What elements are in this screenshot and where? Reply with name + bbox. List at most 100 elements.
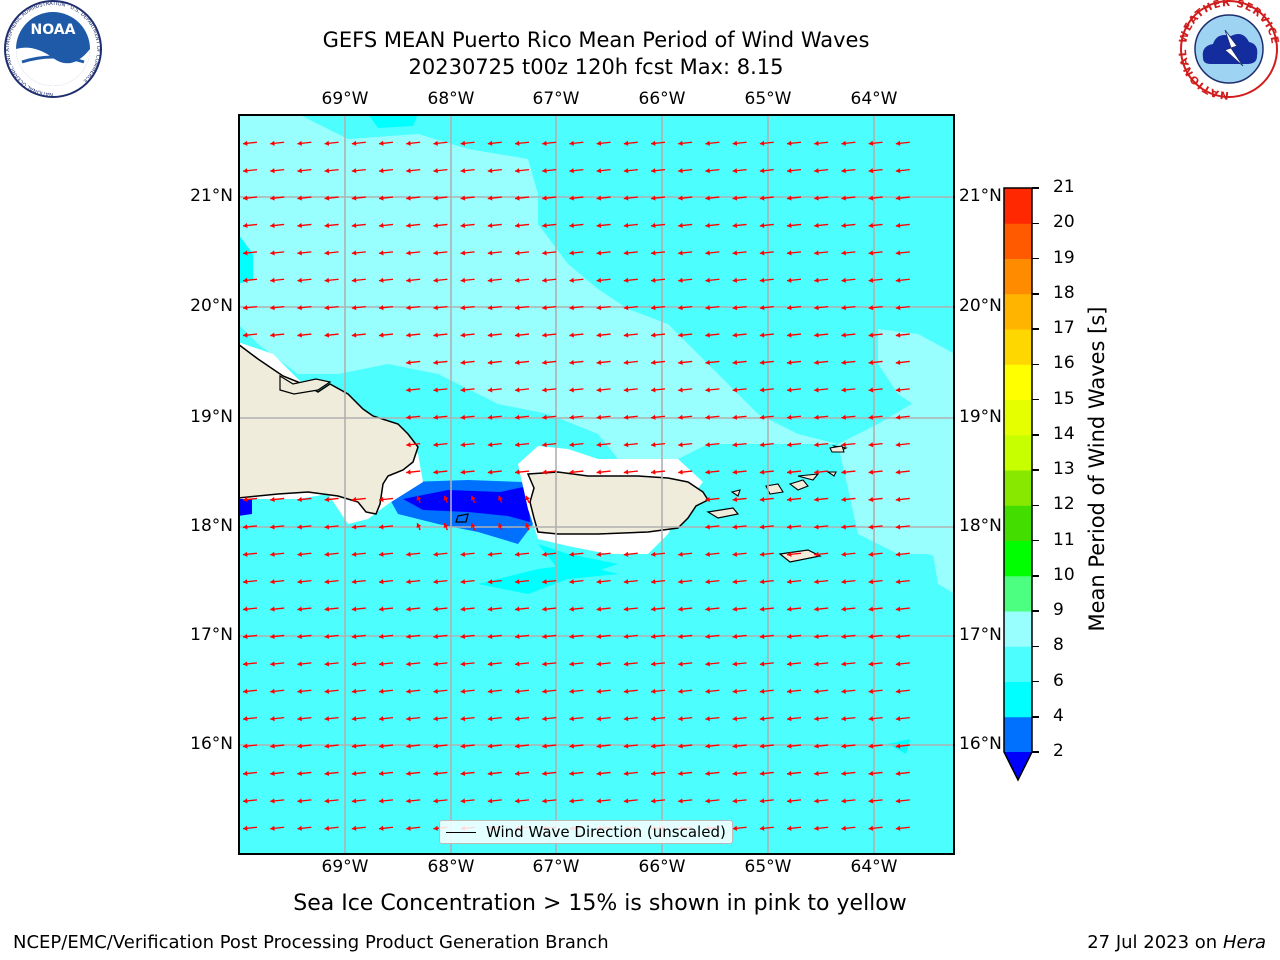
wind-arrow — [324, 606, 339, 612]
wind-arrow — [678, 688, 693, 694]
wind-arrow — [895, 168, 910, 174]
wind-arrow — [297, 825, 312, 831]
wind-arrow — [596, 442, 611, 448]
wind-arrow — [786, 277, 802, 283]
wind-arrow — [868, 277, 883, 283]
map-frame — [238, 114, 955, 855]
wind-arrow — [868, 387, 883, 393]
wind-arrow — [433, 661, 448, 667]
wind-arrow — [678, 222, 693, 229]
wind-arrow — [786, 496, 802, 503]
wind-arrow — [841, 825, 856, 831]
wind-arrow — [514, 798, 530, 804]
wind-arrow — [732, 359, 747, 366]
map-legend: Wind Wave Direction (unscaled) — [439, 820, 733, 844]
wind-arrow — [270, 524, 285, 530]
footer-date: 27 Jul 2023 on — [1087, 932, 1223, 953]
wind-arrow — [732, 743, 747, 749]
wind-arrow — [542, 716, 557, 722]
wind-arrow — [514, 633, 530, 640]
wind-arrow — [406, 661, 421, 667]
wind-arrow — [650, 195, 666, 201]
wind-arrow — [242, 633, 258, 640]
land-puerto-rico — [526, 471, 710, 535]
wind-arrow — [705, 140, 720, 146]
wind-arrow — [406, 770, 421, 777]
wind-arrow — [542, 661, 557, 667]
wind-arrow — [759, 633, 774, 640]
wind-arrow — [433, 770, 448, 777]
wind-arrow — [324, 716, 339, 722]
wind-arrow — [378, 798, 394, 804]
wind-arrow — [297, 743, 312, 749]
colorbar-tick-mark — [1032, 222, 1039, 224]
colorbar-tick-mark — [1032, 187, 1039, 189]
wind-arrow — [732, 524, 747, 530]
wind-arrow — [705, 661, 720, 667]
wind-arrow — [433, 222, 448, 229]
wind-arrow — [487, 579, 502, 585]
wind-arrow — [406, 195, 421, 201]
wind-arrow — [324, 798, 339, 804]
wind-arrow — [351, 661, 366, 667]
wind-arrow — [242, 195, 258, 201]
wind-arrow — [406, 579, 421, 585]
wind-arrow — [270, 496, 285, 503]
wind-arrow — [324, 770, 339, 777]
wind-arrow — [433, 250, 448, 256]
wind-arrow — [705, 442, 720, 448]
wind-arrow — [242, 332, 258, 338]
wind-arrow — [270, 551, 285, 557]
wind-arrow — [868, 332, 883, 338]
wind-arrow — [596, 387, 611, 393]
wind-arrow — [868, 305, 883, 311]
wind-arrow — [786, 250, 802, 256]
wind-arrow — [650, 359, 666, 366]
wind-arrow — [487, 387, 502, 393]
wind-arrow — [596, 633, 611, 640]
wind-arrow — [378, 770, 394, 777]
wind-arrow — [841, 195, 856, 201]
colorbar-segment — [1004, 505, 1032, 541]
footer-host: Hera — [1222, 932, 1266, 953]
wind-arrow — [351, 606, 366, 612]
wind-arrow — [487, 469, 502, 475]
wind-arrow — [406, 743, 421, 749]
wind-arrow — [814, 305, 829, 311]
wind-arrow — [786, 606, 802, 612]
wind-arrow — [324, 277, 339, 283]
wind-arrow — [814, 222, 829, 229]
wind-arrow — [378, 250, 394, 256]
wind-arrow — [460, 606, 475, 612]
wind-arrow — [841, 524, 856, 530]
wind-arrow — [678, 414, 693, 420]
wind-arrow — [596, 770, 611, 777]
wind-arrow — [732, 579, 747, 585]
wind-arrow — [487, 798, 502, 804]
wind-arrow — [324, 222, 339, 229]
wind-arrow — [514, 332, 530, 338]
wind-arrow — [460, 414, 475, 420]
wind-arrow — [650, 661, 666, 667]
wind-arrow — [378, 606, 394, 612]
wind-arrow — [678, 359, 693, 366]
wind-arrow — [650, 770, 666, 777]
wind-arrow — [759, 222, 774, 229]
wind-arrow — [623, 661, 638, 667]
wind-arrow — [242, 277, 258, 283]
wind-arrow — [650, 140, 666, 146]
wind-arrow — [433, 798, 448, 804]
wind-arrow — [351, 716, 366, 722]
wind-arrow — [705, 332, 720, 338]
wind-arrow — [895, 250, 910, 256]
wind-arrow — [542, 633, 557, 640]
wind-arrow — [786, 469, 802, 475]
wind-arrow — [732, 442, 747, 448]
wind-arrow — [514, 661, 530, 667]
wind-arrow — [514, 140, 530, 146]
wind-arrow — [297, 195, 312, 201]
wind-arrow — [242, 716, 258, 722]
wind-arrow — [514, 387, 530, 393]
wind-arrow — [705, 524, 720, 530]
wind-arrow — [678, 579, 693, 585]
